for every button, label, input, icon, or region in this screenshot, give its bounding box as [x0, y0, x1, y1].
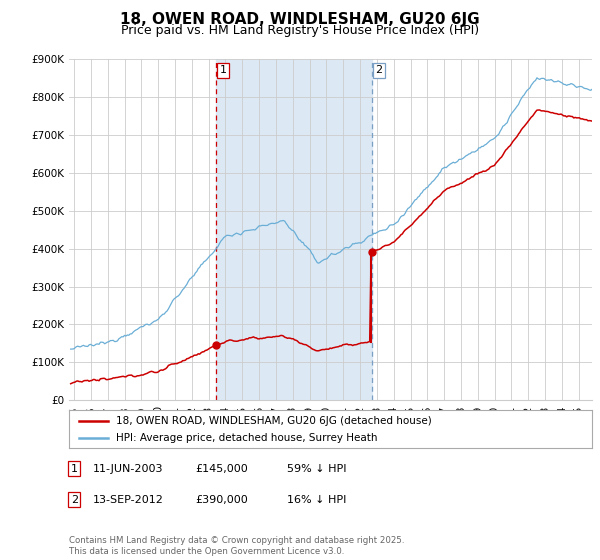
Text: HPI: Average price, detached house, Surrey Heath: HPI: Average price, detached house, Surr…: [116, 433, 377, 444]
Text: Contains HM Land Registry data © Crown copyright and database right 2025.
This d: Contains HM Land Registry data © Crown c…: [69, 536, 404, 556]
Text: 1: 1: [220, 65, 226, 75]
Text: 18, OWEN ROAD, WINDLESHAM, GU20 6JG (detached house): 18, OWEN ROAD, WINDLESHAM, GU20 6JG (det…: [116, 416, 432, 426]
Text: 13-SEP-2012: 13-SEP-2012: [93, 494, 164, 505]
Text: 16% ↓ HPI: 16% ↓ HPI: [287, 494, 346, 505]
Bar: [216, 59, 372, 400]
Text: 2: 2: [375, 65, 382, 75]
Text: 11-JUN-2003: 11-JUN-2003: [93, 464, 163, 474]
Text: £145,000: £145,000: [195, 464, 248, 474]
Text: 1: 1: [71, 464, 78, 474]
Text: 59% ↓ HPI: 59% ↓ HPI: [287, 464, 346, 474]
Text: £390,000: £390,000: [195, 494, 248, 505]
Text: 18, OWEN ROAD, WINDLESHAM, GU20 6JG: 18, OWEN ROAD, WINDLESHAM, GU20 6JG: [120, 12, 480, 27]
Text: 2: 2: [71, 494, 78, 505]
Text: Price paid vs. HM Land Registry's House Price Index (HPI): Price paid vs. HM Land Registry's House …: [121, 24, 479, 37]
